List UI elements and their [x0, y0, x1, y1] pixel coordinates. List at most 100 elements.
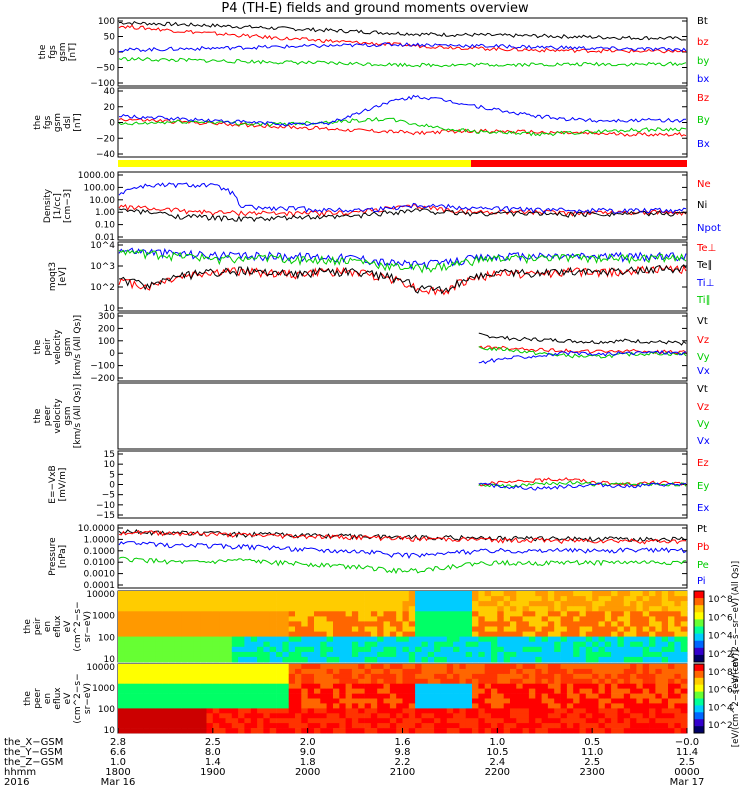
heatmap-cell	[396, 683, 403, 689]
heatmap-cell	[250, 646, 258, 653]
heatmap-cell	[345, 606, 353, 612]
xaxis-tick-value: 11.0	[581, 747, 603, 758]
heatmap-cell	[389, 651, 397, 658]
heatmap-cell	[598, 708, 606, 714]
heatmap-cell	[137, 723, 144, 729]
heatmap-cell	[661, 708, 669, 714]
heatmap-cell	[314, 688, 321, 694]
heatmap-cell	[427, 708, 435, 714]
heatmap-cell	[326, 703, 334, 709]
heatmap-cell	[491, 708, 498, 714]
heatmap-cell	[370, 646, 378, 653]
heatmap-cell	[187, 636, 195, 643]
heatmap-cell	[459, 656, 467, 663]
heatmap-cell	[516, 708, 523, 714]
heatmap-cell	[402, 596, 410, 602]
heatmap-cell	[377, 723, 384, 729]
heatmap-cell	[636, 668, 644, 675]
heatmap-cell	[560, 664, 568, 670]
heatmap-cell	[396, 703, 403, 709]
heatmap-cell	[124, 664, 131, 670]
heatmap-cell	[554, 651, 561, 658]
heatmap-cell	[478, 728, 486, 734]
heatmap-cell	[118, 668, 125, 675]
heatmap-cell	[206, 606, 214, 612]
heatmap-cell	[427, 698, 435, 704]
heatmap-cell	[516, 703, 523, 709]
heatmap-cell	[459, 703, 467, 709]
heatmap-cell	[396, 718, 403, 724]
heatmap-cell	[244, 728, 252, 734]
heatmap-cell	[421, 673, 429, 680]
heatmap-cell	[668, 693, 675, 699]
heatmap-cell	[630, 664, 637, 670]
heatmap-cell	[535, 703, 542, 709]
heatmap-cell	[478, 606, 486, 612]
heatmap-cell	[465, 641, 473, 648]
heatmap-cell	[446, 631, 454, 638]
colorbar-label: [eV/(cm^2−s−sr−eV)]	[731, 650, 741, 747]
heatmap-cell	[497, 723, 504, 729]
heatmap-cell	[465, 646, 473, 653]
heatmap-cell	[668, 688, 675, 694]
heatmap-cell	[162, 651, 169, 658]
heatmap-cell	[440, 718, 448, 724]
heatmap-cell	[528, 631, 536, 638]
heatmap-cell	[478, 621, 486, 627]
heatmap-cell	[503, 616, 511, 622]
heatmap-cell	[661, 656, 669, 663]
heatmap-cell	[604, 708, 612, 714]
heatmap-cell	[320, 601, 327, 607]
heatmap-cell	[383, 606, 391, 612]
heatmap-cell	[535, 678, 542, 685]
heatmap-cell	[465, 693, 473, 699]
heatmap-cell	[174, 664, 182, 670]
heatmap-cell	[630, 631, 637, 638]
heatmap-cell	[668, 683, 675, 689]
heatmap-cell	[219, 718, 226, 724]
heatmap-cell	[535, 718, 542, 724]
heatmap-cell	[370, 641, 378, 648]
heatmap-cell	[364, 646, 372, 653]
heatmap-cell	[554, 606, 561, 612]
heatmap-cell	[598, 683, 606, 689]
heatmap-cell	[149, 631, 157, 638]
heatmap-cell	[560, 668, 568, 675]
heatmap-cell	[604, 646, 612, 653]
heatmap-cell	[604, 683, 612, 689]
heatmap-cell	[295, 683, 302, 689]
heatmap-cell	[554, 646, 561, 653]
heatmap-cell	[250, 631, 258, 638]
heatmap-cell	[491, 601, 498, 607]
heatmap-cell	[636, 718, 644, 724]
heatmap-cell	[560, 606, 568, 612]
heatmap-cell	[408, 626, 416, 632]
heatmap-cell	[250, 718, 258, 724]
heatmap-cell	[333, 664, 340, 670]
series-line-Bt	[118, 20, 687, 41]
heatmap-cell	[528, 693, 536, 699]
heatmap-cell	[238, 698, 245, 704]
panel-ytick-label: 50	[104, 33, 116, 43]
heatmap-cell	[282, 616, 290, 622]
heatmap-cell	[250, 723, 258, 729]
heatmap-cell	[611, 656, 618, 663]
heatmap-cell	[187, 668, 195, 675]
heatmap-cell	[370, 616, 378, 622]
heatmap-cell	[585, 651, 593, 658]
heatmap-cell	[585, 621, 593, 627]
heatmap-cell	[282, 591, 290, 597]
heatmap-cell	[661, 718, 669, 724]
heatmap-cell	[611, 621, 618, 627]
heatmap-cell	[585, 616, 593, 622]
heatmap-cell	[415, 688, 422, 694]
heatmap-cell	[301, 641, 308, 648]
heatmap-cell	[351, 708, 359, 714]
heatmap-cell	[320, 631, 327, 638]
heatmap-cell	[193, 664, 201, 670]
heatmap-cell	[118, 688, 125, 694]
heatmap-cell	[434, 673, 441, 680]
heatmap-cell	[377, 606, 384, 612]
heatmap-cell	[560, 673, 568, 680]
heatmap-cell	[472, 723, 479, 729]
